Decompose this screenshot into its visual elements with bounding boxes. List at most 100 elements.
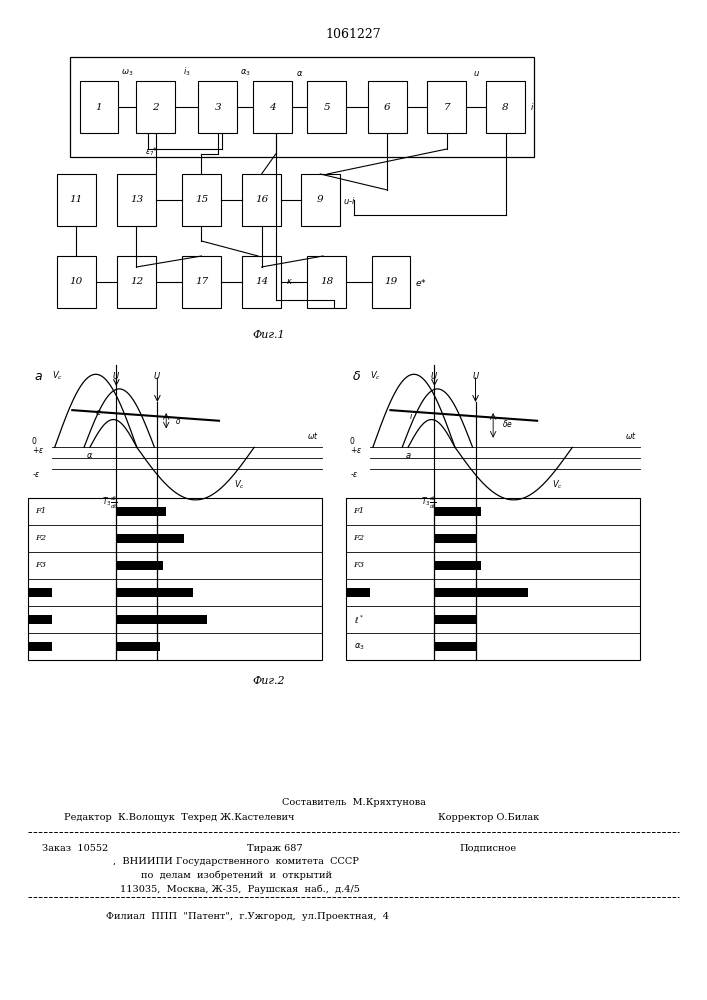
Text: 13: 13 [130,196,143,205]
Text: Составитель  М.Кряхтунова: Составитель М.Кряхтунова [281,798,426,807]
Text: $\alpha_3$: $\alpha_3$ [240,68,250,78]
Text: $i_3$: $i_3$ [183,66,190,78]
Text: 12: 12 [130,277,143,286]
FancyBboxPatch shape [117,256,156,308]
Text: $e$*: $e$* [414,276,426,288]
Text: Тираж 687: Тираж 687 [247,844,303,853]
Text: ,  ВНИИПИ Государственного  комитета  СССР: , ВНИИПИ Государственного комитета СССР [113,857,359,866]
FancyBboxPatch shape [434,615,476,624]
Text: F3: F3 [35,561,47,569]
Text: $i$: $i$ [530,102,534,112]
Text: $\omega t$: $\omega t$ [307,430,318,441]
Text: $u\text{-}i$: $u\text{-}i$ [344,194,356,206]
Text: 11: 11 [70,196,83,205]
FancyBboxPatch shape [368,81,407,133]
Text: $V_c$: $V_c$ [552,478,563,491]
FancyBboxPatch shape [182,256,221,308]
Text: $\omega_3$: $\omega_3$ [121,68,134,78]
FancyBboxPatch shape [434,534,476,543]
Text: $e$: $e$ [95,408,102,417]
Text: 1: 1 [95,103,103,111]
Text: $a$: $a$ [34,370,43,383]
FancyBboxPatch shape [116,588,192,597]
Text: $a$: $a$ [404,451,411,460]
Text: F1: F1 [354,507,365,515]
Text: 10: 10 [70,277,83,286]
FancyBboxPatch shape [136,81,175,133]
FancyBboxPatch shape [80,81,119,133]
Text: +$\varepsilon$: +$\varepsilon$ [32,445,44,455]
FancyBboxPatch shape [116,561,163,570]
Text: 113035,  Москва, Ж-35,  Раушская  наб.,  д.4/5: 113035, Москва, Ж-35, Раушская наб., д.4… [120,885,360,894]
Text: 7: 7 [443,103,450,111]
Text: $U$: $U$ [431,370,438,381]
Text: $\delta$: $\delta$ [352,370,361,383]
Text: $V_c$: $V_c$ [370,369,381,382]
FancyBboxPatch shape [253,81,291,133]
FancyBboxPatch shape [242,174,281,226]
FancyBboxPatch shape [182,174,221,226]
Text: Корректор О.Билак: Корректор О.Билак [438,813,539,822]
Text: -$\varepsilon$: -$\varepsilon$ [32,470,40,479]
FancyBboxPatch shape [117,174,156,226]
Text: +$\varepsilon$: +$\varepsilon$ [350,445,362,455]
Text: $\alpha$: $\alpha$ [86,451,93,460]
FancyBboxPatch shape [301,174,340,226]
Text: 8: 8 [502,103,509,111]
Text: $U$: $U$ [472,370,479,381]
Text: 5: 5 [323,103,330,111]
Text: $\varepsilon_7$*: $\varepsilon_7$* [146,145,158,157]
Text: $U$: $U$ [112,370,120,381]
Text: -$\varepsilon$: -$\varepsilon$ [350,470,358,479]
FancyBboxPatch shape [116,615,207,624]
Text: $U$: $U$ [153,370,161,381]
Text: $\alpha$: $\alpha$ [296,69,303,78]
Text: K: K [35,588,42,596]
Text: K: K [354,588,360,596]
Text: F1: F1 [35,507,47,515]
Text: $\delta$: $\delta$ [175,415,181,426]
Text: 16: 16 [255,196,268,205]
FancyBboxPatch shape [57,174,96,226]
Text: $\delta e$: $\delta e$ [502,418,513,429]
Text: Подписное: Подписное [460,844,517,853]
Text: 17: 17 [195,277,208,286]
Text: F2: F2 [35,534,47,542]
Text: $\kappa$: $\kappa$ [286,277,293,286]
Text: 6: 6 [384,103,391,111]
FancyBboxPatch shape [116,534,184,543]
Text: $u$: $u$ [473,69,479,78]
FancyBboxPatch shape [28,642,52,651]
FancyBboxPatch shape [28,615,52,624]
FancyBboxPatch shape [57,256,96,308]
Text: 4: 4 [269,103,276,111]
FancyBboxPatch shape [308,81,346,133]
Text: Филиал  ППП  "Патент",  г.Ужгород,  ул.Проектная,  4: Филиал ППП "Патент", г.Ужгород, ул.Проек… [106,912,389,921]
Text: 15: 15 [195,196,208,205]
FancyBboxPatch shape [486,81,525,133]
Text: $i$: $i$ [409,410,413,421]
Text: $V_c$: $V_c$ [52,369,63,382]
FancyBboxPatch shape [198,81,237,133]
Text: $\alpha_3$: $\alpha_3$ [35,641,46,652]
Text: $V_c$: $V_c$ [234,478,245,491]
Text: по  делам  изобретений  и  открытий: по делам изобретений и открытий [141,871,332,880]
FancyBboxPatch shape [28,588,52,597]
Text: F3: F3 [354,561,365,569]
Text: $\alpha_3$: $\alpha_3$ [354,641,364,652]
Text: Фиг.1: Фиг.1 [252,330,285,340]
Text: $T_3\frac{di}{dt}$: $T_3\frac{di}{dt}$ [421,495,436,511]
FancyBboxPatch shape [116,507,166,516]
Text: Фиг.2: Фиг.2 [252,676,285,686]
Text: Заказ  10552: Заказ 10552 [42,844,109,853]
Text: F2: F2 [354,534,365,542]
FancyBboxPatch shape [346,588,370,597]
Text: 0: 0 [350,437,355,446]
Text: $\ell^*$: $\ell^*$ [354,613,363,626]
Text: $\ell^*$: $\ell^*$ [35,613,45,626]
Text: 2: 2 [152,103,159,111]
Text: $T_3\frac{di}{dt}$: $T_3\frac{di}{dt}$ [103,495,118,511]
FancyBboxPatch shape [28,498,322,660]
Text: 9: 9 [317,196,324,205]
FancyBboxPatch shape [427,81,467,133]
